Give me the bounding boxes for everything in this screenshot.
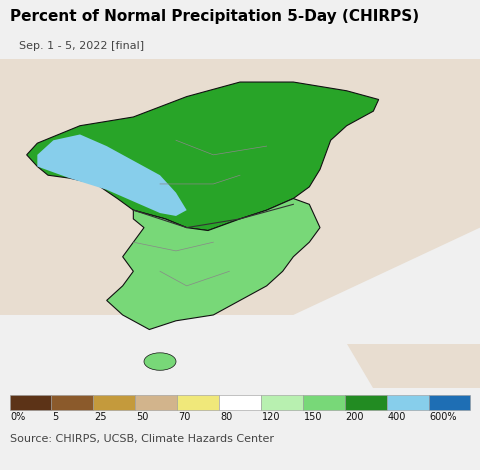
Text: 70: 70 [178, 412, 191, 422]
Text: 120: 120 [262, 412, 280, 422]
Polygon shape [37, 134, 187, 216]
Text: Percent of Normal Precipitation 5-Day (CHIRPS): Percent of Normal Precipitation 5-Day (C… [10, 9, 419, 24]
Text: 5: 5 [52, 412, 59, 422]
Polygon shape [107, 198, 320, 329]
Bar [51, 395, 94, 410]
Text: Source: CHIRPS, UCSB, Climate Hazards Center: Source: CHIRPS, UCSB, Climate Hazards Ce… [10, 434, 274, 444]
Text: 0%: 0% [11, 412, 26, 422]
Text: 200: 200 [346, 412, 364, 422]
Text: 25: 25 [94, 412, 107, 422]
Polygon shape [0, 59, 480, 315]
Bar [261, 395, 303, 410]
Text: 80: 80 [220, 412, 232, 422]
Bar [219, 395, 261, 410]
Circle shape [144, 353, 176, 370]
Polygon shape [27, 82, 379, 230]
Bar [177, 395, 219, 410]
Bar [345, 395, 386, 410]
Bar [386, 395, 429, 410]
Polygon shape [347, 344, 480, 388]
Bar [94, 395, 135, 410]
Bar [303, 395, 345, 410]
Text: 400: 400 [387, 412, 406, 422]
Text: 50: 50 [136, 412, 149, 422]
Bar [135, 395, 177, 410]
Bar [10, 395, 51, 410]
Text: 600%: 600% [430, 412, 457, 422]
Bar [429, 395, 470, 410]
Text: 150: 150 [304, 412, 322, 422]
Text: Sep. 1 - 5, 2022 [final]: Sep. 1 - 5, 2022 [final] [19, 41, 144, 51]
